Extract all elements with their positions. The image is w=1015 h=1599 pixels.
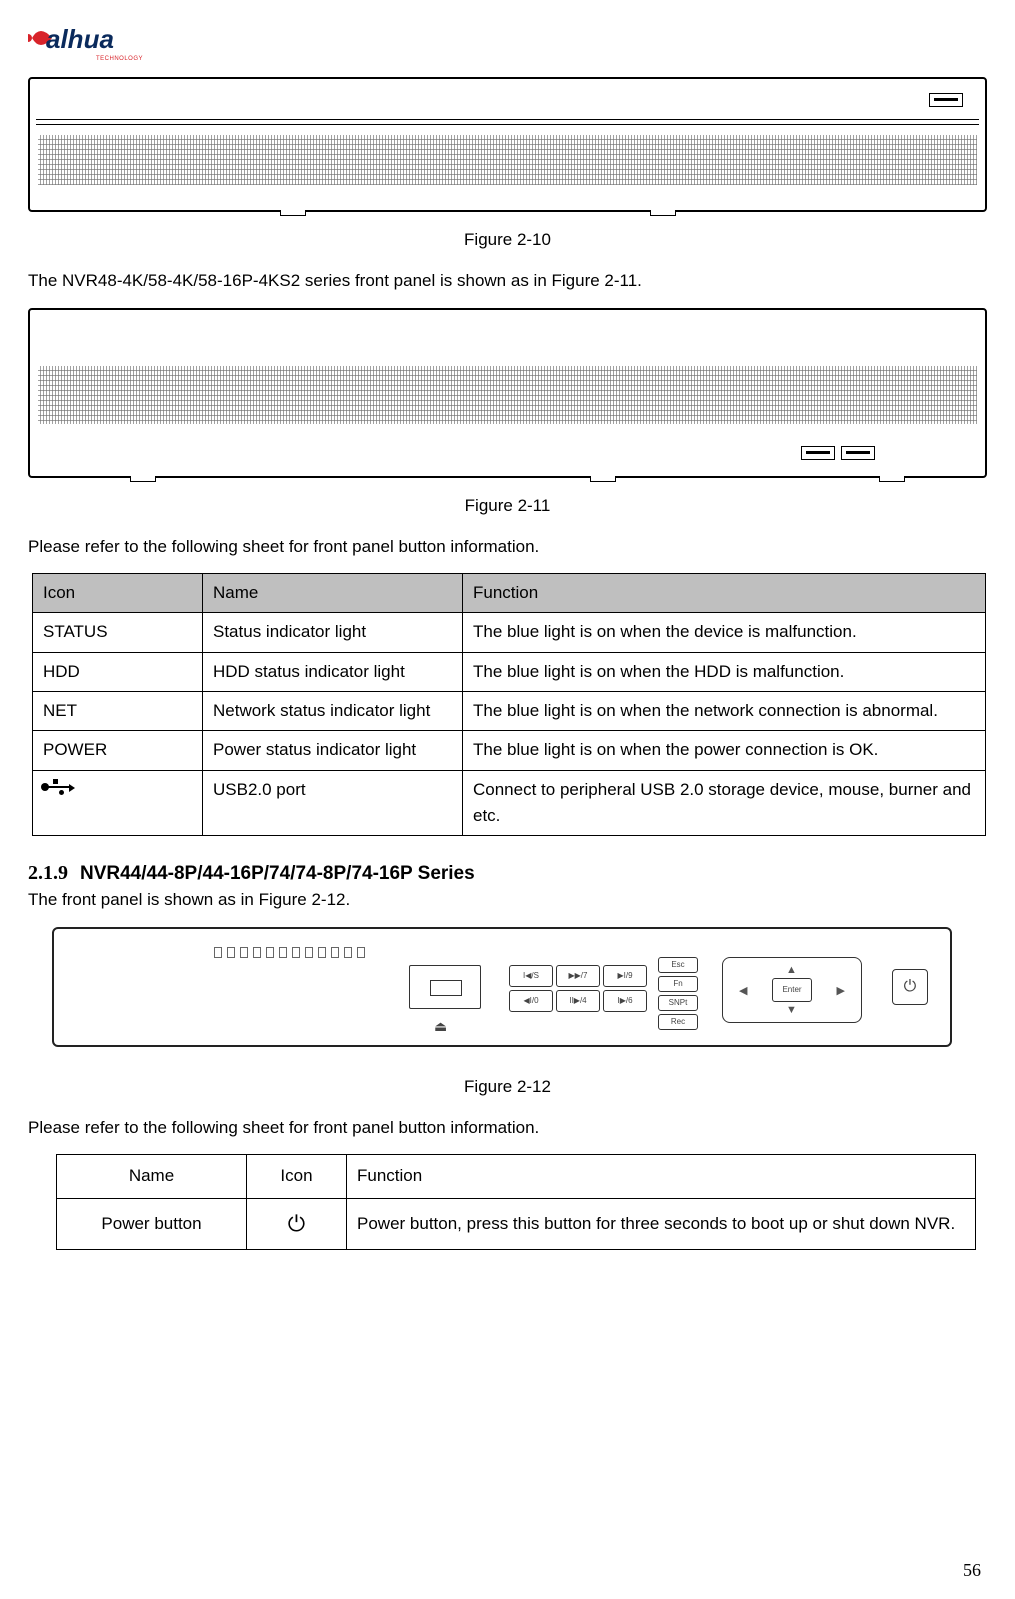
table1-cell-icon: HDD bbox=[33, 652, 203, 691]
table1-cell-function: Connect to peripheral USB 2.0 storage de… bbox=[463, 770, 986, 836]
eject-icon: ⏏ bbox=[434, 1018, 447, 1035]
usb-port-icon bbox=[929, 93, 963, 107]
page-number: 56 bbox=[963, 1560, 981, 1581]
usb-port-icon bbox=[841, 446, 875, 460]
nav-pad: Enter ▲ ▼ ◀ ▶ bbox=[722, 957, 862, 1023]
table-row: STATUSStatus indicator lightThe blue lig… bbox=[33, 613, 986, 652]
table1-cell-icon: NET bbox=[33, 692, 203, 731]
heading-number: 2.1.9 bbox=[28, 862, 68, 884]
table-row: Power button⏻Power button, press this bu… bbox=[57, 1198, 976, 1249]
side-buttons: Esc Fn SNPt Rec bbox=[658, 957, 698, 1030]
table1-cell-name: HDD status indicator light bbox=[203, 652, 463, 691]
figure-2-10-caption: Figure 2-10 bbox=[28, 230, 987, 250]
table1-cell-icon: STATUS bbox=[33, 613, 203, 652]
table1-cell-name: USB2.0 port bbox=[203, 770, 463, 836]
table1-header-name: Name bbox=[203, 574, 463, 613]
table2-cell-function: Power button, press this button for thre… bbox=[347, 1198, 976, 1249]
svg-text:alhua: alhua bbox=[46, 24, 114, 54]
table-row: POWERPower status indicator lightThe blu… bbox=[33, 731, 986, 770]
paragraph-refer-2: Please refer to the following sheet for … bbox=[28, 1115, 987, 1141]
paragraph-nvr48: The NVR48-4K/58-4K/58-16P-4KS2 series fr… bbox=[28, 268, 987, 294]
table-row: HDDHDD status indicator lightThe blue li… bbox=[33, 652, 986, 691]
front-panel-table-2: Name Icon Function Power button⏻Power bu… bbox=[56, 1154, 976, 1249]
paragraph-front-panel-12: The front panel is shown as in Figure 2-… bbox=[28, 887, 987, 913]
table1-cell-icon: POWER bbox=[33, 731, 203, 770]
table1-header-icon: Icon bbox=[33, 574, 203, 613]
table2-header-name: Name bbox=[57, 1155, 247, 1198]
figure-2-12-caption: Figure 2-12 bbox=[28, 1077, 987, 1097]
table1-cell-function: The blue light is on when the power conn… bbox=[463, 731, 986, 770]
table1-cell-name: Network status indicator light bbox=[203, 692, 463, 731]
table1-cell-name: Power status indicator light bbox=[203, 731, 463, 770]
figure-2-11-device-panel bbox=[28, 308, 987, 478]
figure-2-11-caption: Figure 2-11 bbox=[28, 496, 987, 516]
drive-tray-icon bbox=[409, 965, 481, 1009]
usb-icon bbox=[43, 779, 73, 795]
table2-cell-name: Power button bbox=[57, 1198, 247, 1249]
table1-cell-function: The blue light is on when the network co… bbox=[463, 692, 986, 731]
table2-header-function: Function bbox=[347, 1155, 976, 1198]
table1-cell-function: The blue light is on when the HDD is mal… bbox=[463, 652, 986, 691]
table1-header-function: Function bbox=[463, 574, 986, 613]
table1-cell-function: The blue light is on when the device is … bbox=[463, 613, 986, 652]
table-row: NETNetwork status indicator lightThe blu… bbox=[33, 692, 986, 731]
heading-title: NVR44/44-8P/44-16P/74/74-8P/74-16P Serie… bbox=[80, 863, 475, 884]
paragraph-refer-1: Please refer to the following sheet for … bbox=[28, 534, 987, 560]
table-row: USB2.0 portConnect to peripheral USB 2.0… bbox=[33, 770, 986, 836]
indicator-slots bbox=[214, 947, 374, 961]
svg-text:TECHNOLOGY: TECHNOLOGY bbox=[96, 56, 143, 62]
power-button-icon: ⏻ bbox=[892, 969, 928, 1005]
figure-2-10-device-panel bbox=[28, 77, 987, 212]
power-icon: ⏻ bbox=[247, 1198, 347, 1249]
table1-cell-name: Status indicator light bbox=[203, 613, 463, 652]
front-panel-table-1: Icon Name Function STATUSStatus indicato… bbox=[32, 573, 986, 836]
keypad: I◀/S▶▶/7▶I/9 ◀I/0II▶/4I▶/6 bbox=[509, 965, 647, 1012]
table2-header-icon: Icon bbox=[247, 1155, 347, 1198]
usb-port-icon bbox=[801, 446, 835, 460]
table1-cell-icon bbox=[33, 770, 203, 836]
heading-2-1-9: 2.1.9 NVR44/44-8P/44-16P/74/74-8P/74-16P … bbox=[28, 862, 987, 885]
figure-2-12-device-panel: ⏏ I◀/S▶▶/7▶I/9 ◀I/0II▶/4I▶/6 Esc Fn SNPt… bbox=[52, 927, 952, 1047]
brand-logo: alhua TECHNOLOGY bbox=[28, 20, 987, 62]
